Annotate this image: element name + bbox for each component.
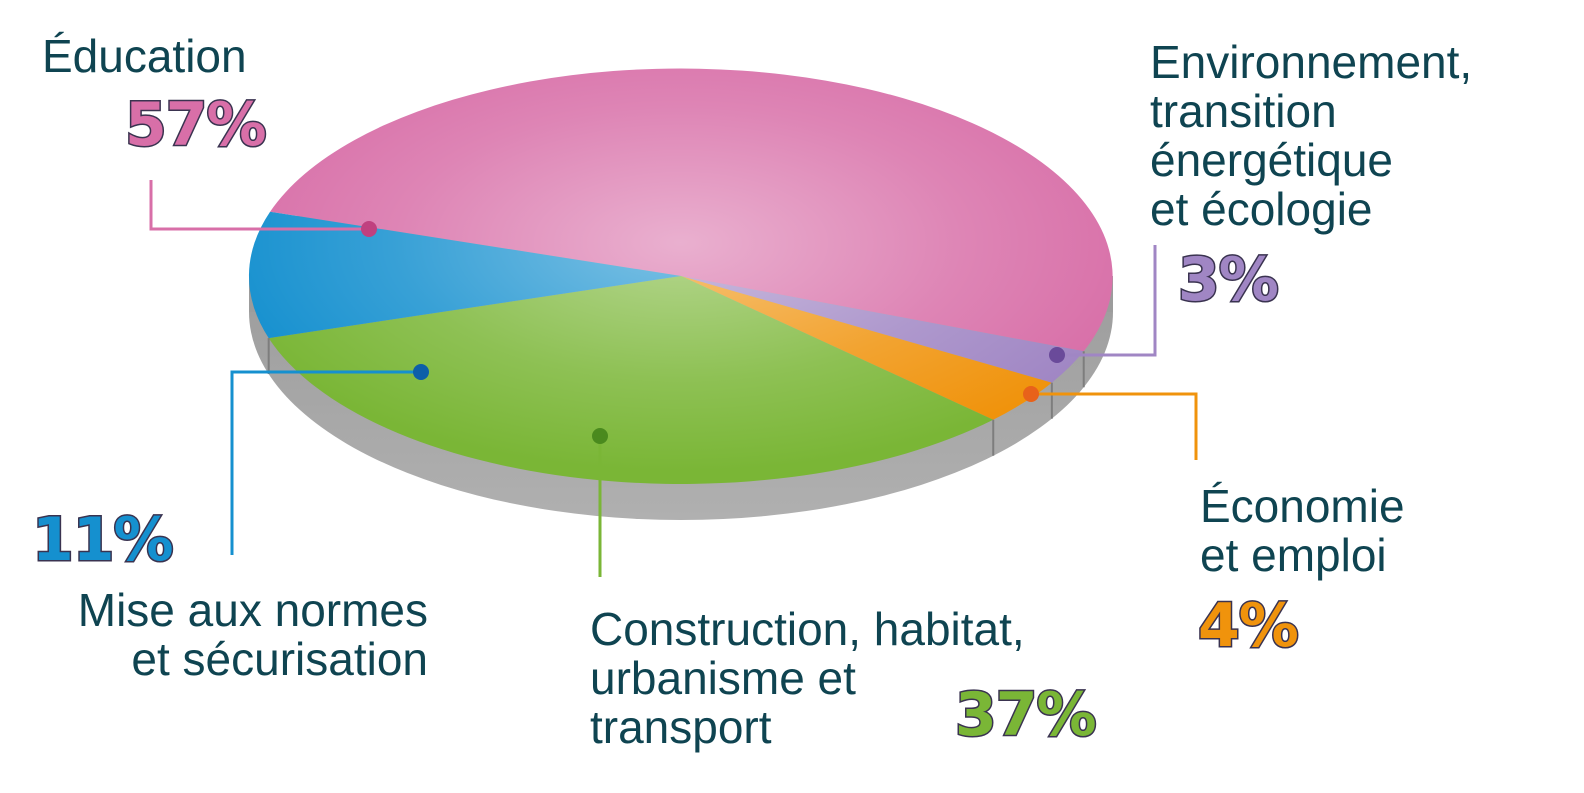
value-education: 57% <box>124 90 269 160</box>
leader-marker-3 <box>592 428 608 444</box>
leader-line-0 <box>149 180 369 231</box>
leader-line-1 <box>1057 245 1157 357</box>
leader-marker-2 <box>1023 386 1039 402</box>
value-construction: 37% <box>954 680 1099 750</box>
value-mise-aux-normes: 11% <box>31 505 176 575</box>
label-construction: Construction, habitat, urbanisme et tran… <box>590 603 1025 753</box>
value-economie: 4% <box>1197 591 1301 661</box>
label-education: Éducation <box>42 30 247 82</box>
leader-line-2 <box>1031 392 1198 460</box>
label-economie: Économie et emploi <box>1200 480 1405 581</box>
leader-marker-0 <box>361 221 377 237</box>
label-environnement: Environnement, transition énergétique et… <box>1150 36 1473 235</box>
leader-marker-4 <box>413 364 429 380</box>
pie-highlight <box>249 68 1113 484</box>
value-environnement: 3% <box>1177 245 1281 315</box>
leader-line-4 <box>230 370 421 555</box>
label-mise-aux-normes: Mise aux normes et sécurisation <box>77 584 428 685</box>
leader-marker-1 <box>1049 347 1065 363</box>
